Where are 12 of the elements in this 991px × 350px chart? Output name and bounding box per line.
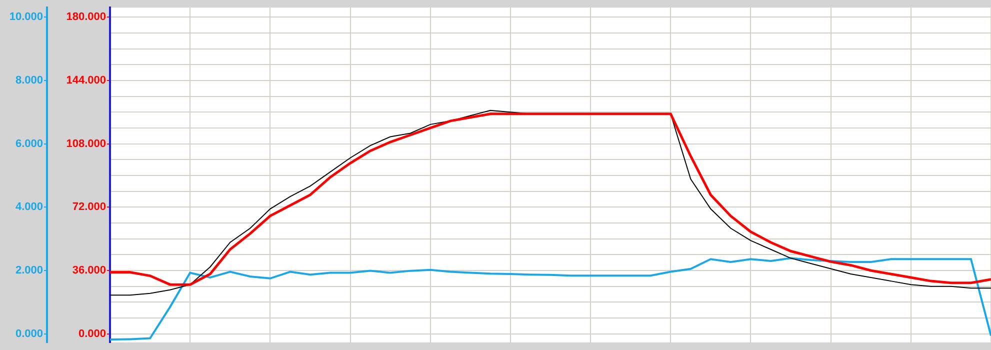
y-tick-label: 144.000 bbox=[66, 74, 106, 86]
y2-tick-label: 6.000 bbox=[15, 138, 43, 150]
y2-tick-label: 10.000 bbox=[9, 11, 43, 24]
y-tick-label: 108.000 bbox=[66, 138, 106, 150]
y2-tick-label: 2.000 bbox=[15, 264, 43, 277]
y-tick-label: 72.000 bbox=[72, 201, 106, 214]
y-tick-label: 180.000 bbox=[66, 11, 106, 24]
y-tick-label: 36.000 bbox=[72, 264, 106, 277]
y2-tick-label: 0.000 bbox=[15, 328, 43, 340]
y2-tick-label: 8.000 bbox=[15, 74, 43, 86]
y2-tick-label: 4.000 bbox=[15, 201, 43, 214]
y-tick-label: 0.000 bbox=[78, 328, 106, 340]
